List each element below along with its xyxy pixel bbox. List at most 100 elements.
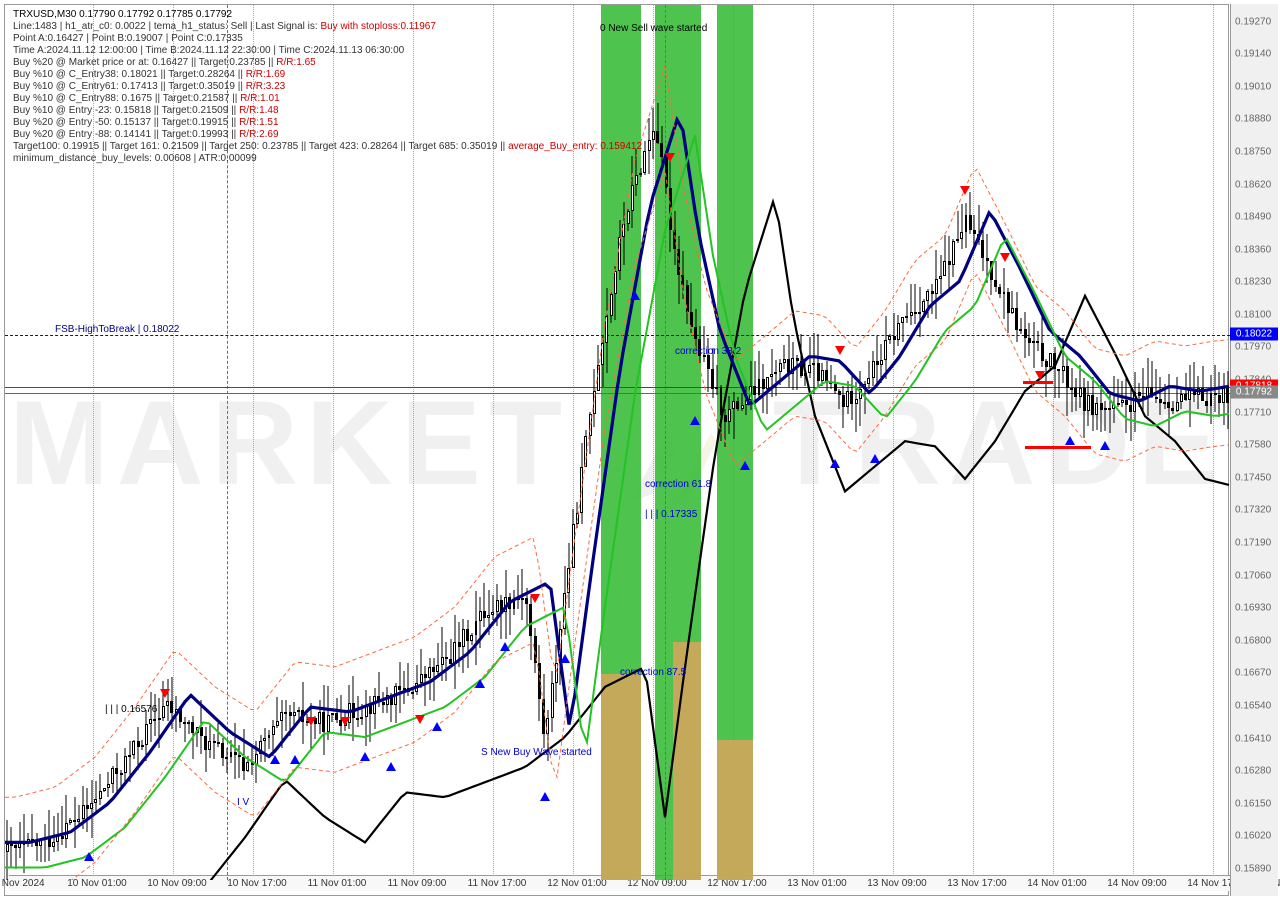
- candlestick: [791, 342, 794, 390]
- y-tick-label: 0.16930: [1235, 603, 1271, 614]
- candlestick: [1226, 371, 1229, 430]
- candlestick: [196, 727, 199, 748]
- candlestick: [145, 710, 148, 761]
- arrow-down-icon: [835, 346, 845, 355]
- candlestick: [61, 806, 64, 844]
- y-tick-label: 0.18230: [1235, 277, 1271, 288]
- arrow-up-icon: [475, 679, 485, 688]
- y-tick-label: 0.17450: [1235, 472, 1271, 483]
- candlestick: [884, 316, 887, 379]
- y-tick-label: 0.19010: [1235, 81, 1271, 92]
- candlestick: [922, 299, 925, 315]
- candlestick: [487, 590, 490, 636]
- candlestick: [517, 575, 520, 609]
- candlestick: [1138, 383, 1141, 408]
- candlestick: [893, 313, 896, 355]
- arrow-down-icon: [340, 717, 350, 726]
- candlestick: [284, 700, 287, 731]
- candlestick: [990, 261, 993, 296]
- y-tick-label: 0.16020: [1235, 831, 1271, 842]
- candlestick: [424, 666, 427, 706]
- candlestick: [90, 780, 93, 839]
- candlestick: [94, 781, 97, 812]
- candlestick: [846, 381, 849, 414]
- candlestick: [686, 280, 689, 324]
- candlestick: [1070, 368, 1073, 412]
- candlestick: [639, 168, 642, 177]
- arrow-up-icon: [830, 459, 840, 468]
- arrow-up-icon: [432, 722, 442, 731]
- candlestick: [276, 697, 279, 728]
- candlestick: [10, 827, 13, 867]
- candlestick: [694, 309, 697, 350]
- candlestick: [538, 645, 541, 722]
- candlestick: [1180, 389, 1183, 410]
- candlestick: [821, 363, 824, 386]
- candlestick: [529, 596, 532, 660]
- candlestick: [1049, 353, 1052, 371]
- candlestick: [1066, 356, 1069, 416]
- arrow-down-icon: [160, 689, 170, 698]
- candlestick: [859, 371, 862, 426]
- candlestick: [420, 649, 423, 689]
- x-tick-label: 13 Nov 09:00: [867, 878, 927, 889]
- candlestick: [867, 361, 870, 389]
- candlestick: [660, 126, 663, 169]
- candlestick: [838, 389, 841, 409]
- arrow-up-icon: [270, 755, 280, 764]
- candlestick: [1218, 372, 1221, 417]
- candlestick: [453, 615, 456, 690]
- chart-annotation: correction 38.2: [675, 346, 741, 357]
- arrow-up-icon: [1065, 436, 1075, 445]
- candlestick: [576, 502, 579, 528]
- candlestick: [1007, 288, 1010, 333]
- candlestick: [804, 362, 807, 387]
- candlestick: [986, 234, 989, 283]
- y-tick-label: 0.17190: [1235, 538, 1271, 549]
- time-marker-line: [665, 5, 666, 880]
- candlestick: [1214, 365, 1217, 412]
- candlestick: [1083, 378, 1086, 438]
- candlestick: [1171, 401, 1174, 414]
- candlestick: [44, 824, 47, 862]
- candlestick: [394, 683, 397, 723]
- candlestick: [462, 619, 465, 673]
- arrow-up-icon: [386, 762, 396, 771]
- candlestick: [82, 786, 85, 829]
- candlestick: [817, 334, 820, 386]
- candlestick: [221, 738, 224, 766]
- plot-area[interactable]: MARKET TRADE FSB-HighToBreak | 0.18022 0…: [5, 5, 1230, 880]
- candlestick: [356, 696, 359, 727]
- candlestick: [382, 692, 385, 713]
- candlestick: [567, 543, 570, 608]
- candlestick: [77, 805, 80, 827]
- arrow-up-icon: [740, 461, 750, 470]
- candlestick: [496, 584, 499, 626]
- candlestick: [876, 336, 879, 384]
- chart-annotation: | | | 0.17335: [645, 509, 697, 520]
- candlestick: [960, 204, 963, 249]
- candlestick: [504, 570, 507, 639]
- candlestick: [179, 706, 182, 728]
- info-line: minimum_distance_buy_levels: 0.00608 | A…: [13, 153, 257, 164]
- candlestick: [783, 345, 786, 369]
- info-line: Point A:0.16427 | Point B:0.19007 | Poin…: [13, 33, 243, 44]
- candlestick: [280, 700, 283, 747]
- y-tick-label: 0.18880: [1235, 114, 1271, 125]
- info-line: Buy %10 @ C_Entry61: 0.17413 || Target:0…: [13, 81, 285, 92]
- candlestick: [331, 713, 334, 723]
- candlestick: [601, 336, 604, 387]
- candlestick: [1019, 318, 1022, 334]
- chart-annotation: I V: [237, 797, 249, 808]
- chart-container[interactable]: MARKET TRADE FSB-HighToBreak | 0.18022 0…: [4, 4, 1229, 896]
- candlestick: [825, 361, 828, 391]
- info-line: Target100: 0.19915 || Target 161: 0.2150…: [13, 141, 642, 152]
- candlestick: [555, 645, 558, 701]
- candlestick: [741, 393, 744, 411]
- candlestick: [386, 687, 389, 713]
- candlestick: [1032, 322, 1035, 368]
- candlestick: [158, 698, 161, 747]
- candlestick: [614, 266, 617, 320]
- candlestick: [352, 676, 355, 741]
- info-line: Line:1483 | h1_atr_c0: 0.0022 | tema_h1_…: [13, 21, 436, 32]
